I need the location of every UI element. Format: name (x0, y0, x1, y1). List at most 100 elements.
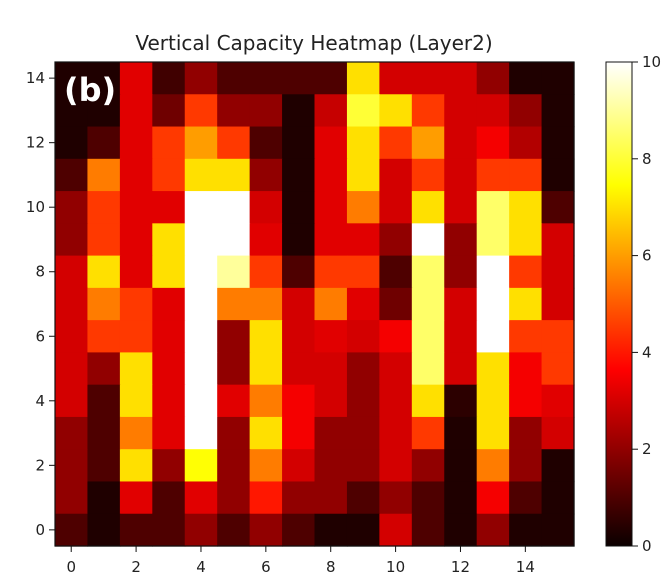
heatmap-cell (541, 191, 575, 224)
heatmap-cell (346, 513, 380, 547)
x-tick-label: 10 (386, 558, 405, 576)
heatmap-cell (282, 416, 316, 450)
heatmap-cell (346, 255, 380, 289)
heatmap-cell (379, 62, 413, 95)
heatmap-cell (346, 352, 380, 386)
heatmap-cell (55, 449, 89, 483)
heatmap-cell (119, 126, 153, 160)
heatmap-cell (87, 416, 121, 450)
heatmap-cell (282, 62, 316, 95)
plot-frame (54, 61, 575, 547)
heatmap-cell (476, 191, 510, 224)
heatmap-cell (55, 94, 89, 128)
heatmap-cell (152, 287, 186, 321)
heatmap-cell (152, 255, 186, 289)
heatmap-cell (282, 481, 316, 515)
heatmap-cell (411, 416, 445, 450)
heatmap-cell (444, 62, 478, 95)
x-tick-label: 0 (66, 558, 76, 576)
heatmap-cell (379, 352, 413, 386)
x-axis-ticks: 0 2 4 6 8 10 12 14 (66, 546, 535, 576)
heatmap-cell (379, 416, 413, 450)
heatmap-cell (346, 94, 380, 128)
heatmap-cell (509, 94, 543, 128)
heatmap-cell (87, 158, 121, 192)
heatmap-cell (184, 223, 218, 257)
heatmap-cell (55, 384, 89, 418)
x-tick-label: 2 (131, 558, 141, 576)
heatmap-cell (55, 191, 89, 224)
heatmap-cell (55, 352, 89, 386)
heatmap-cell (152, 384, 186, 418)
heatmap-cell (87, 126, 121, 160)
heatmap-cell (184, 320, 218, 353)
heatmap-cell (282, 384, 316, 418)
heatmap-cell (119, 416, 153, 450)
heatmap-cell (119, 158, 153, 192)
heatmap-cell (55, 223, 89, 257)
heatmap-cell (411, 320, 445, 353)
heatmap-cell (509, 62, 543, 95)
heatmap-cell (444, 158, 478, 192)
x-tick-label: 12 (451, 558, 470, 576)
heatmap-cell (444, 384, 478, 418)
heatmap-cell (282, 191, 316, 224)
heatmap-cell (509, 223, 543, 257)
heatmap-cell (541, 287, 575, 321)
heatmap-cell (476, 449, 510, 483)
heatmap-cell (411, 513, 445, 547)
y-tick-label: 6 (35, 327, 45, 345)
colorbar-tick-label: 8 (642, 150, 652, 168)
heatmap-cell (249, 449, 283, 483)
heatmap-cell (411, 352, 445, 386)
heatmap-cell (346, 126, 380, 160)
heatmap-cell (379, 94, 413, 128)
heatmap-cell (314, 191, 348, 224)
heatmap-cell (379, 255, 413, 289)
heatmap-cell (119, 191, 153, 224)
heatmap-cell (476, 384, 510, 418)
x-tick-label: 14 (516, 558, 535, 576)
heatmap-cell (314, 449, 348, 483)
heatmap-cell (152, 352, 186, 386)
heatmap-cell (217, 62, 251, 95)
heatmap-cell (249, 481, 283, 515)
heatmap-cell (184, 255, 218, 289)
heatmap-cell (314, 223, 348, 257)
heatmap-cell (379, 449, 413, 483)
heatmap-cell (379, 513, 413, 547)
heatmap-cell (217, 481, 251, 515)
x-tick-label: 4 (196, 558, 206, 576)
heatmap-cell (444, 94, 478, 128)
heatmap-cell (184, 384, 218, 418)
heatmap-cell (152, 416, 186, 450)
heatmap-cell (314, 126, 348, 160)
heatmap-cell (411, 255, 445, 289)
y-tick-label: 2 (35, 456, 45, 474)
heatmap-cell (509, 481, 543, 515)
heatmap-cell (55, 320, 89, 353)
heatmap-cell (119, 513, 153, 547)
panel-label: (b) (64, 71, 117, 109)
heatmap-cell (184, 191, 218, 224)
heatmap-cell (314, 287, 348, 321)
heatmap-cell (249, 126, 283, 160)
colorbar-tick-label: 2 (642, 440, 652, 458)
heatmap-cell (217, 94, 251, 128)
colorbar-tick-label: 6 (642, 247, 652, 265)
heatmap-cell (249, 255, 283, 289)
y-tick-label: 12 (26, 134, 45, 152)
heatmap-cell (411, 94, 445, 128)
heatmap-cell (346, 416, 380, 450)
heatmap-cell (249, 223, 283, 257)
heatmap-cell (87, 62, 121, 95)
heatmap-cell (444, 191, 478, 224)
heatmap-cell (217, 513, 251, 547)
heatmap-cell (217, 416, 251, 450)
heatmap-cell (87, 449, 121, 483)
colorbar-ticks: 0 2 4 6 8 10 (632, 53, 661, 555)
heatmap-cell (379, 126, 413, 160)
heatmap-cell (184, 416, 218, 450)
heatmap-cell (509, 320, 543, 353)
